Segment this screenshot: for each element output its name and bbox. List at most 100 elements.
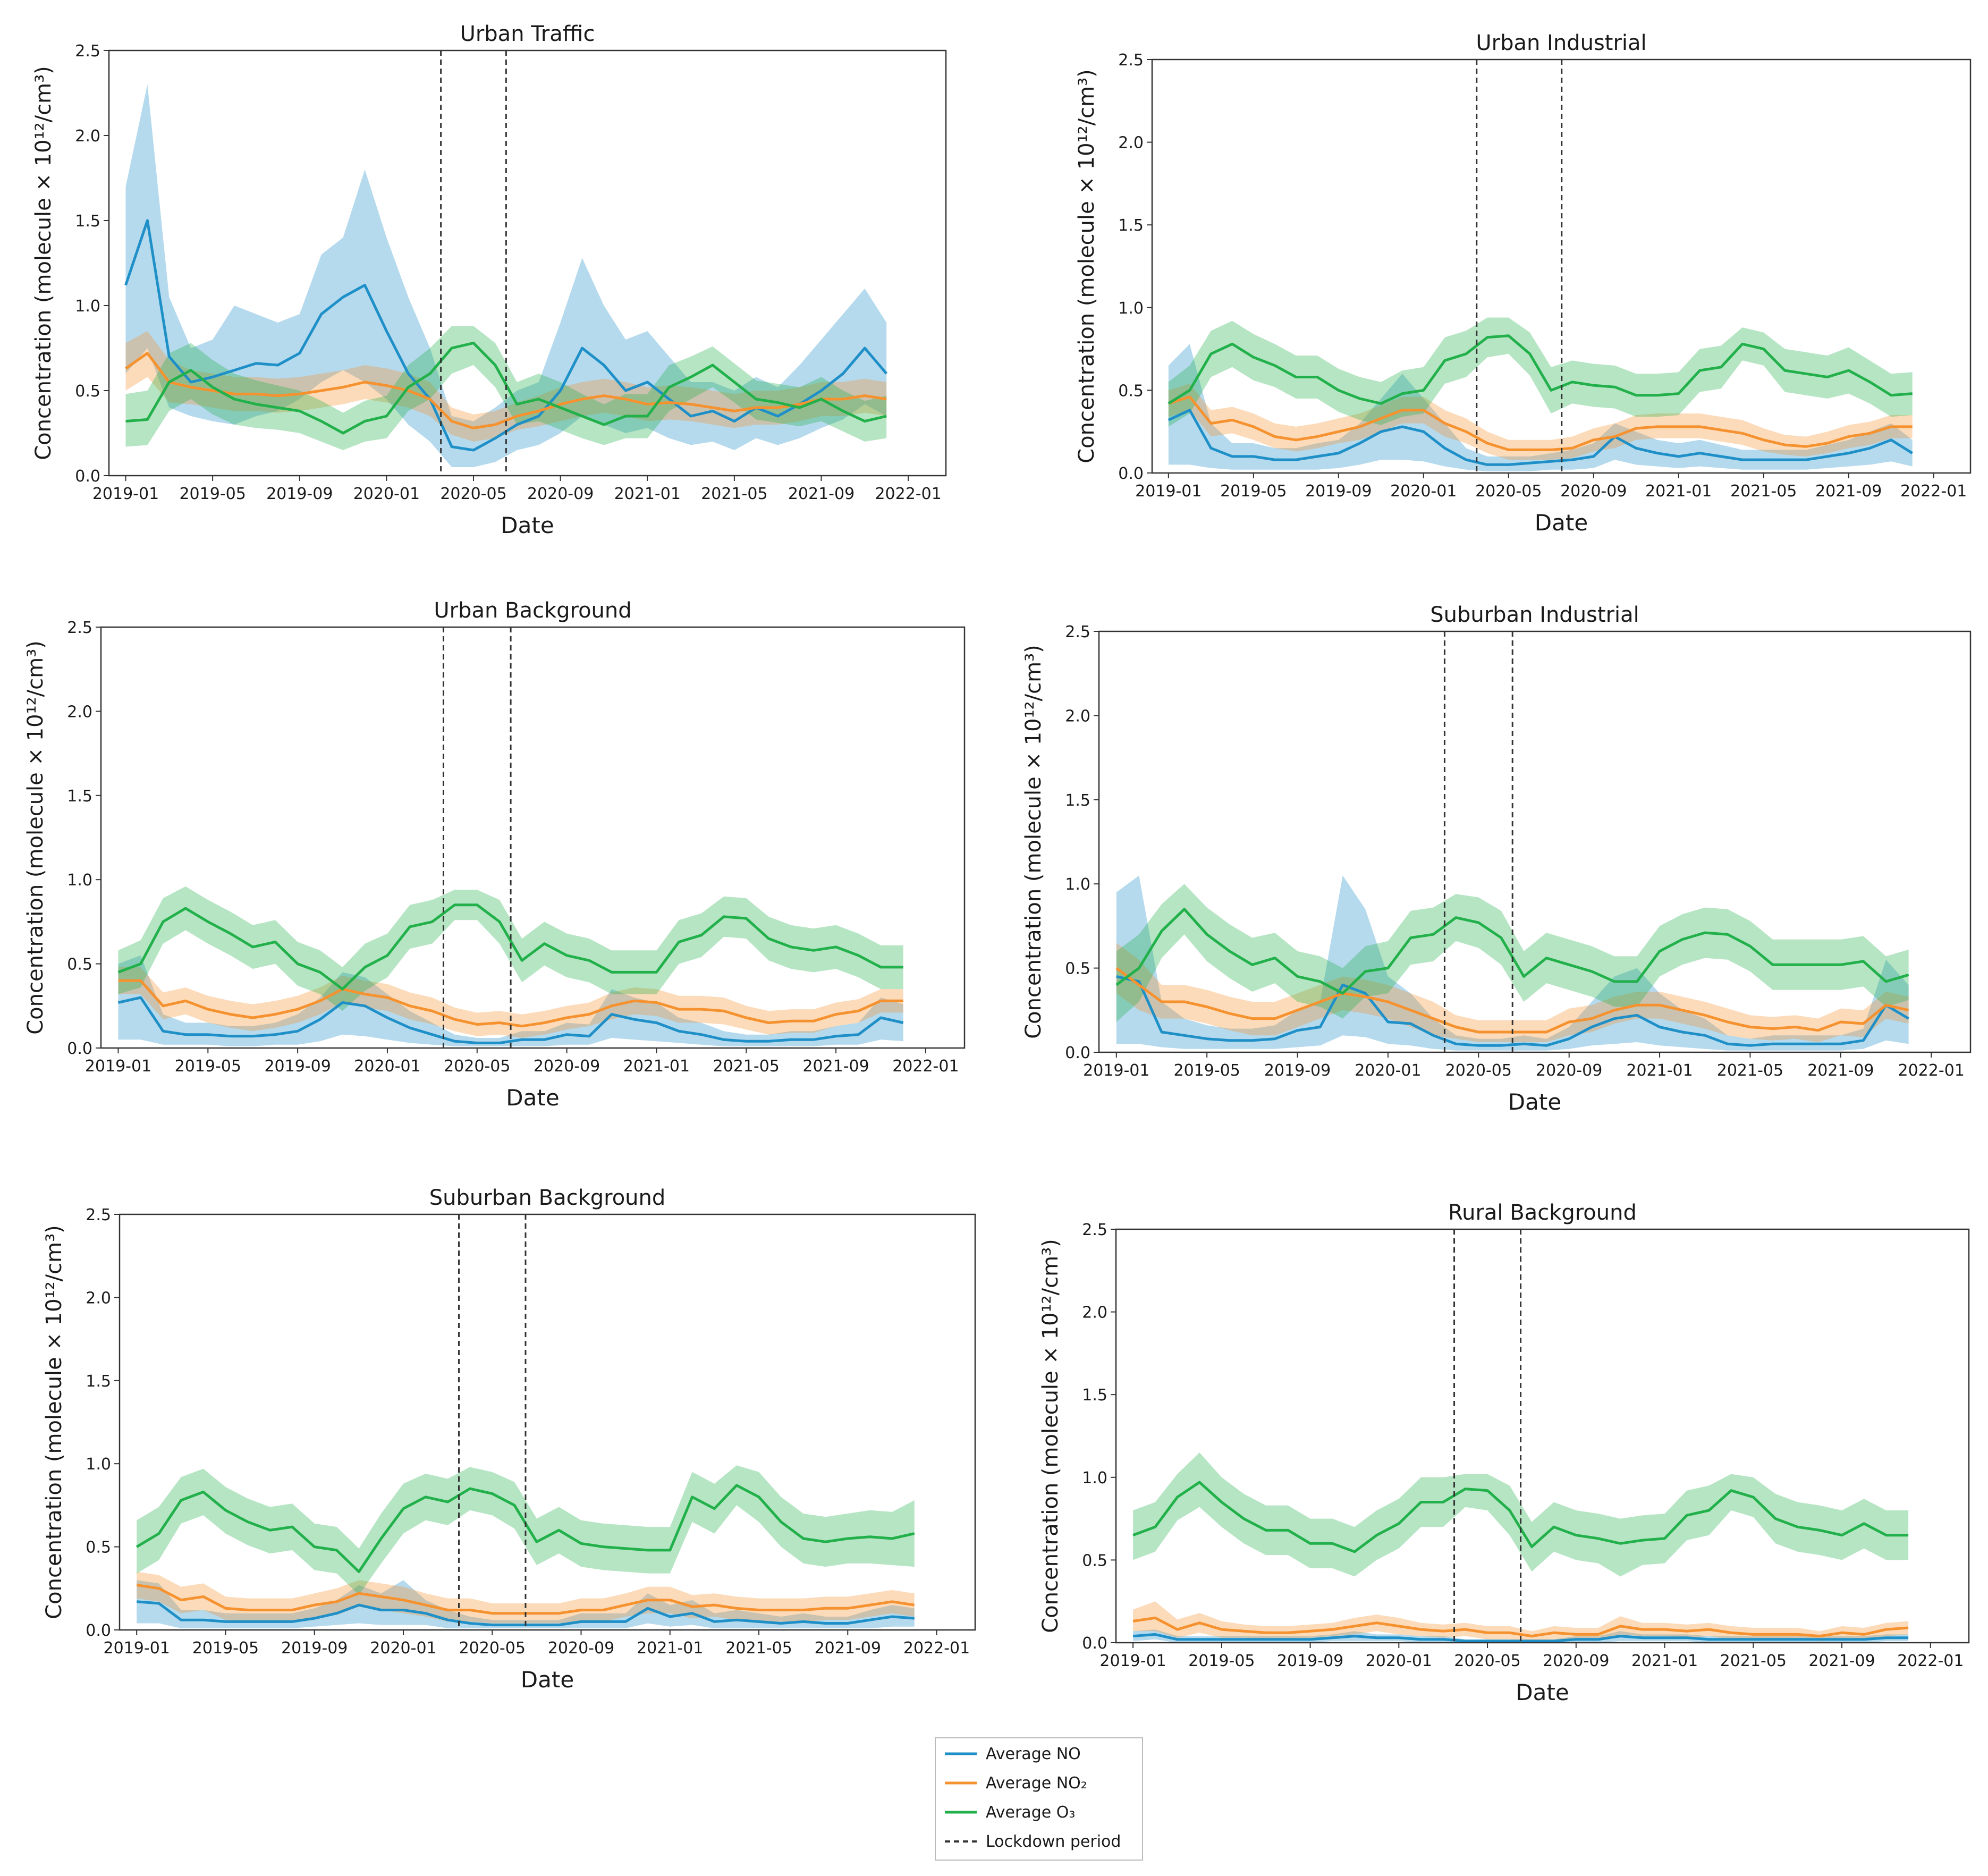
x-tick-label: 2019-05 [179, 485, 246, 503]
y-axis-label: Concentration (molecule × 10¹²/cm³) [42, 1225, 66, 1619]
x-tick-label: 2022-01 [892, 1057, 959, 1076]
y-axis-label: Concentration (molecule × 10¹²/cm³) [1038, 1239, 1063, 1633]
x-tick-label: 2021-05 [725, 1639, 792, 1658]
x-tick-label: 2022-01 [1898, 1061, 1965, 1080]
y-tick-label: 0.5 [1082, 1551, 1107, 1570]
chart-panel-5: 0.0 0.5 1.0 1.5 2.0 2.5 2019-01 2019-05 2019-09 2… [42, 1186, 976, 1693]
series-line-no2 [1168, 395, 1913, 451]
series-line-no2 [1132, 1616, 1909, 1638]
y-tick-label: 1.5 [1118, 216, 1144, 235]
y-tick-label: 0.0 [1082, 1634, 1107, 1653]
y-tick-label: 2.0 [75, 127, 100, 146]
x-tick-label: 2020-09 [1536, 1061, 1602, 1080]
y-tick-label: 0.5 [67, 956, 92, 974]
legend-label-o3: Average O₃ [986, 1803, 1075, 1822]
confidence-band-no [1116, 875, 1909, 1051]
x-tick-label: 2019-05 [1173, 1061, 1240, 1080]
x-tick-label: 2021-01 [1631, 1652, 1698, 1670]
x-tick-label: 2020-05 [1475, 482, 1542, 501]
x-tick-label: 2021-09 [1807, 1061, 1874, 1080]
y-axis-label: Concentration (molecule × 10¹²/cm³) [1075, 69, 1099, 463]
confidence-band-no2 [118, 967, 903, 1038]
chart-panels: 0.0 0.5 1.0 1.5 2.0 2.5 2019-01 2019-05 2019-09 2… [23, 22, 1972, 1705]
y-tick-label: 0.0 [1065, 1044, 1090, 1062]
y-tick-label: 2.0 [86, 1289, 111, 1307]
y-tick-label: 1.0 [1065, 875, 1090, 894]
x-tick-label: 2020-05 [459, 1639, 526, 1658]
confidence-band-no2 [1168, 384, 1913, 460]
chart-title: Rural Background [1448, 1201, 1637, 1225]
x-tick-label: 2019-01 [1135, 482, 1202, 501]
chart-title: Suburban Background [429, 1186, 666, 1210]
x-tick-label: 2021-05 [713, 1057, 780, 1076]
x-axis-label: Date [1535, 510, 1588, 536]
x-axis-label: Date [1516, 1679, 1569, 1705]
chart-title: Suburban Industrial [1430, 603, 1639, 627]
y-tick-label: 0.0 [86, 1621, 111, 1640]
plot-frame [100, 626, 966, 1049]
x-tick-label: 2020-09 [527, 485, 594, 503]
chart-panel-6: 0.0 0.5 1.0 1.5 2.0 2.5 2019-01 2019-05 2019-09 2… [1038, 1201, 1970, 1705]
x-tick-label: 2020-09 [534, 1057, 600, 1076]
chart-title: Urban Industrial [1476, 31, 1646, 55]
y-tick-label: 2.0 [1082, 1304, 1107, 1322]
series-line-no2 [125, 352, 887, 429]
chart-panel-4: 0.0 0.5 1.0 1.5 2.0 2.5 2019-01 2019-05 2019-09 2… [1021, 603, 1972, 1115]
y-tick-label: 0.0 [67, 1040, 92, 1058]
y-tick-label: 2.5 [1082, 1221, 1107, 1239]
x-tick-label: 2021-09 [1815, 482, 1882, 501]
y-tick-label: 2.0 [1065, 707, 1090, 725]
y-tick-label: 2.5 [1065, 623, 1090, 641]
plot-frame [1115, 1228, 1970, 1644]
y-tick-label: 0.5 [86, 1539, 111, 1557]
x-tick-label: 2019-09 [1264, 1061, 1331, 1080]
chart-title: Urban Traffic [460, 22, 595, 46]
chart-panel-3: 0.0 0.5 1.0 1.5 2.0 2.5 2019-01 2019-05 2019-09 2… [23, 598, 966, 1111]
y-axis-label: Concentration (molecule × 10¹²/cm³) [31, 66, 56, 460]
confidence-band-o3 [118, 886, 903, 1011]
x-tick-label: 2020-01 [370, 1639, 436, 1658]
x-tick-label: 2019-05 [1220, 482, 1287, 501]
x-tick-label: 2022-01 [1900, 482, 1967, 501]
y-tick-label: 1.0 [1118, 299, 1144, 318]
plot-frame [119, 1213, 976, 1631]
x-tick-label: 2021-09 [815, 1639, 881, 1658]
confidence-band-o3 [1116, 884, 1909, 1022]
confidence-band-no [125, 84, 887, 467]
y-tick-label: 2.5 [1118, 51, 1144, 70]
x-tick-label: 2019-01 [85, 1057, 151, 1076]
x-tick-label: 2021-05 [1717, 1061, 1783, 1080]
x-axis-label: Date [521, 1667, 574, 1693]
series-line-o3 [1168, 334, 1913, 405]
x-tick-label: 2021-01 [623, 1057, 690, 1076]
x-tick-label: 2019-05 [192, 1639, 259, 1658]
series-line-o3 [125, 341, 887, 435]
chart-panel-2: 0.0 0.5 1.0 1.5 2.0 2.5 2019-01 2019-05 2019-09 2… [1075, 31, 1972, 536]
y-tick-label: 2.0 [67, 703, 92, 721]
x-tick-label: 2021-09 [802, 1057, 869, 1076]
y-tick-label: 1.0 [86, 1455, 111, 1474]
y-tick-label: 1.5 [67, 787, 92, 806]
x-tick-label: 2020-09 [1560, 482, 1627, 501]
y-tick-label: 2.5 [86, 1206, 111, 1224]
x-tick-label: 2019-09 [266, 485, 333, 503]
x-tick-label: 2021-09 [1808, 1652, 1875, 1670]
chart-title: Urban Background [434, 598, 631, 623]
plot-frame [1098, 630, 1972, 1053]
series-line-no [117, 996, 904, 1044]
x-tick-label: 2020-01 [1355, 1061, 1421, 1080]
x-tick-label: 2020-01 [354, 1057, 420, 1076]
plot-frame [108, 49, 947, 477]
x-tick-label: 2020-05 [440, 485, 506, 503]
x-tick-label: 2020-05 [444, 1057, 510, 1076]
legend-label-no: Average NO [986, 1745, 1081, 1763]
x-tick-label: 2020-01 [353, 485, 420, 503]
x-tick-label: 2019-09 [1305, 482, 1372, 501]
x-tick-label: 2021-05 [1730, 482, 1797, 501]
y-axis-label: Concentration (molecule × 10¹²/cm³) [1021, 645, 1046, 1039]
x-tick-label: 2019-09 [1277, 1652, 1343, 1670]
x-tick-label: 2021-05 [701, 485, 767, 503]
chart-panel-1: 0.0 0.5 1.0 1.5 2.0 2.5 2019-01 2019-05 2019-09 2… [31, 22, 947, 538]
confidence-band-no [1168, 344, 1913, 471]
